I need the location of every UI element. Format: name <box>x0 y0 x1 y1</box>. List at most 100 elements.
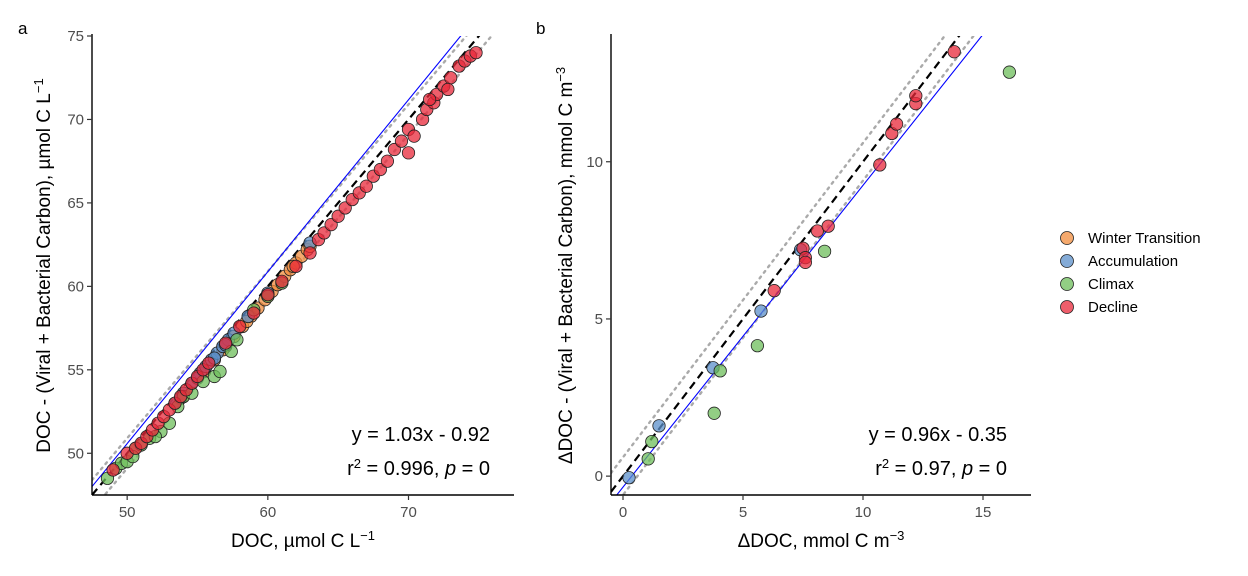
data-point <box>750 339 765 353</box>
y-axis-label-main: ΔDOC - (Viral + Bacterial Carbon), mmol … <box>556 82 577 464</box>
upper-bound-line <box>611 36 947 475</box>
data-point <box>873 158 887 172</box>
data-point <box>401 146 416 160</box>
data-point <box>289 259 303 273</box>
data-point <box>233 319 247 334</box>
x-tick-label: 70 <box>400 504 417 521</box>
y-tick-label: 0 <box>595 468 603 485</box>
fit-line <box>616 36 983 495</box>
data-point <box>707 406 721 420</box>
y-tick-label: 70 <box>67 111 84 128</box>
data-point <box>261 288 275 302</box>
y-axis-label-sup: −1 <box>31 78 46 93</box>
fit-stats-part: r <box>347 458 354 480</box>
data-point <box>767 284 781 298</box>
legend-label: Accumulation <box>1088 253 1178 270</box>
x-axis-label: DOC, µmol C L−1 <box>231 528 375 553</box>
plot-area <box>611 36 1017 495</box>
legend-label: Climax <box>1088 276 1134 293</box>
legend-swatch <box>1060 277 1074 291</box>
data-point <box>817 244 832 258</box>
x-axis-label-sup: −1 <box>360 528 375 543</box>
fit-stats-part: r <box>875 458 882 480</box>
data-point <box>469 46 483 60</box>
y-tick-label: 10 <box>586 154 603 171</box>
fit-line <box>92 36 462 487</box>
data-point <box>713 364 727 378</box>
legend-swatch <box>1060 254 1074 268</box>
panel-label: b <box>536 19 545 38</box>
legend: Winter Transition Accumulation Climax Decli… <box>1060 230 1201 316</box>
panel-label: a <box>18 19 28 38</box>
data-point <box>213 364 227 379</box>
legend-label: Winter Transition <box>1088 230 1201 247</box>
y-tick-label: 50 <box>67 445 84 462</box>
y-axis-label: DOC - (Viral + Bacterial Carbon), µmol C… <box>31 78 56 452</box>
data-point <box>359 179 373 193</box>
data-point <box>106 463 120 477</box>
data-point <box>641 452 655 466</box>
data-point <box>754 304 768 318</box>
y-axis-label-sup: −3 <box>553 67 568 82</box>
x-axis-label: ΔDOC, mmol C m−3 <box>738 528 905 553</box>
data-point <box>889 117 904 131</box>
data-point <box>303 246 317 260</box>
data-point <box>652 419 666 433</box>
x-axis-label-sup: −3 <box>890 528 905 543</box>
series-decline <box>767 45 961 298</box>
x-tick-label: 5 <box>739 504 747 521</box>
fit-stats-part: p <box>961 458 973 480</box>
data-point <box>230 333 244 347</box>
fit-stats-part: = 0 <box>456 458 490 480</box>
y-tick-label: 65 <box>67 195 84 212</box>
x-axis-label-main: ΔDOC, mmol C m <box>738 531 890 552</box>
data-point <box>444 71 458 85</box>
data-point <box>821 219 835 233</box>
data-point <box>645 434 659 449</box>
data-point <box>275 274 289 288</box>
fit-equation: y = 0.96x - 0.35 <box>869 424 1007 446</box>
plot-area <box>92 36 494 495</box>
fit-equation: y = 1.03x - 0.92 <box>352 424 490 446</box>
data-point <box>909 89 923 103</box>
data-point <box>947 45 961 59</box>
y-tick-label: 75 <box>67 28 84 45</box>
y-axis-label: ΔDOC - (Viral + Bacterial Carbon), mmol … <box>553 67 578 464</box>
upper-bound-line <box>92 36 468 482</box>
fit-stats-part: 2 <box>882 456 889 471</box>
data-point <box>422 92 437 107</box>
y-axis-label-main: DOC - (Viral + Bacterial Carbon), µmol C… <box>34 93 55 453</box>
legend-label: Decline <box>1088 299 1138 316</box>
series-climax <box>641 65 1017 466</box>
fit-stats: r2 = 0.97, p = 0 <box>875 456 1007 481</box>
data-point <box>247 306 261 320</box>
x-tick-label: 50 <box>119 504 136 521</box>
data-point <box>622 471 636 485</box>
x-axis-label-main: DOC, µmol C L <box>231 531 360 552</box>
y-tick-label: 5 <box>595 311 603 328</box>
fit-stats-part: = 0 <box>973 458 1007 480</box>
fit-stats-part: p <box>444 458 456 480</box>
x-tick-label: 10 <box>855 504 872 521</box>
series-decline <box>106 46 483 477</box>
fit-stats-part: = 0.97, <box>889 458 962 480</box>
fit-stats: r2 = 0.996, p = 0 <box>347 456 490 481</box>
data-point <box>1002 65 1017 79</box>
data-point <box>202 356 216 370</box>
y-tick-label: 60 <box>67 278 84 295</box>
data-point <box>407 129 421 143</box>
fit-stats-part: 2 <box>354 456 361 471</box>
x-tick-label: 0 <box>619 504 627 521</box>
data-point <box>380 154 394 168</box>
legend-swatch <box>1060 300 1074 314</box>
data-point <box>394 134 409 148</box>
x-tick-label: 60 <box>259 504 276 521</box>
fit-stats-part: = 0.996, <box>361 458 445 480</box>
data-point <box>798 255 813 269</box>
data-point <box>219 336 233 350</box>
data-point <box>441 82 455 97</box>
x-tick-label: 15 <box>975 504 992 521</box>
